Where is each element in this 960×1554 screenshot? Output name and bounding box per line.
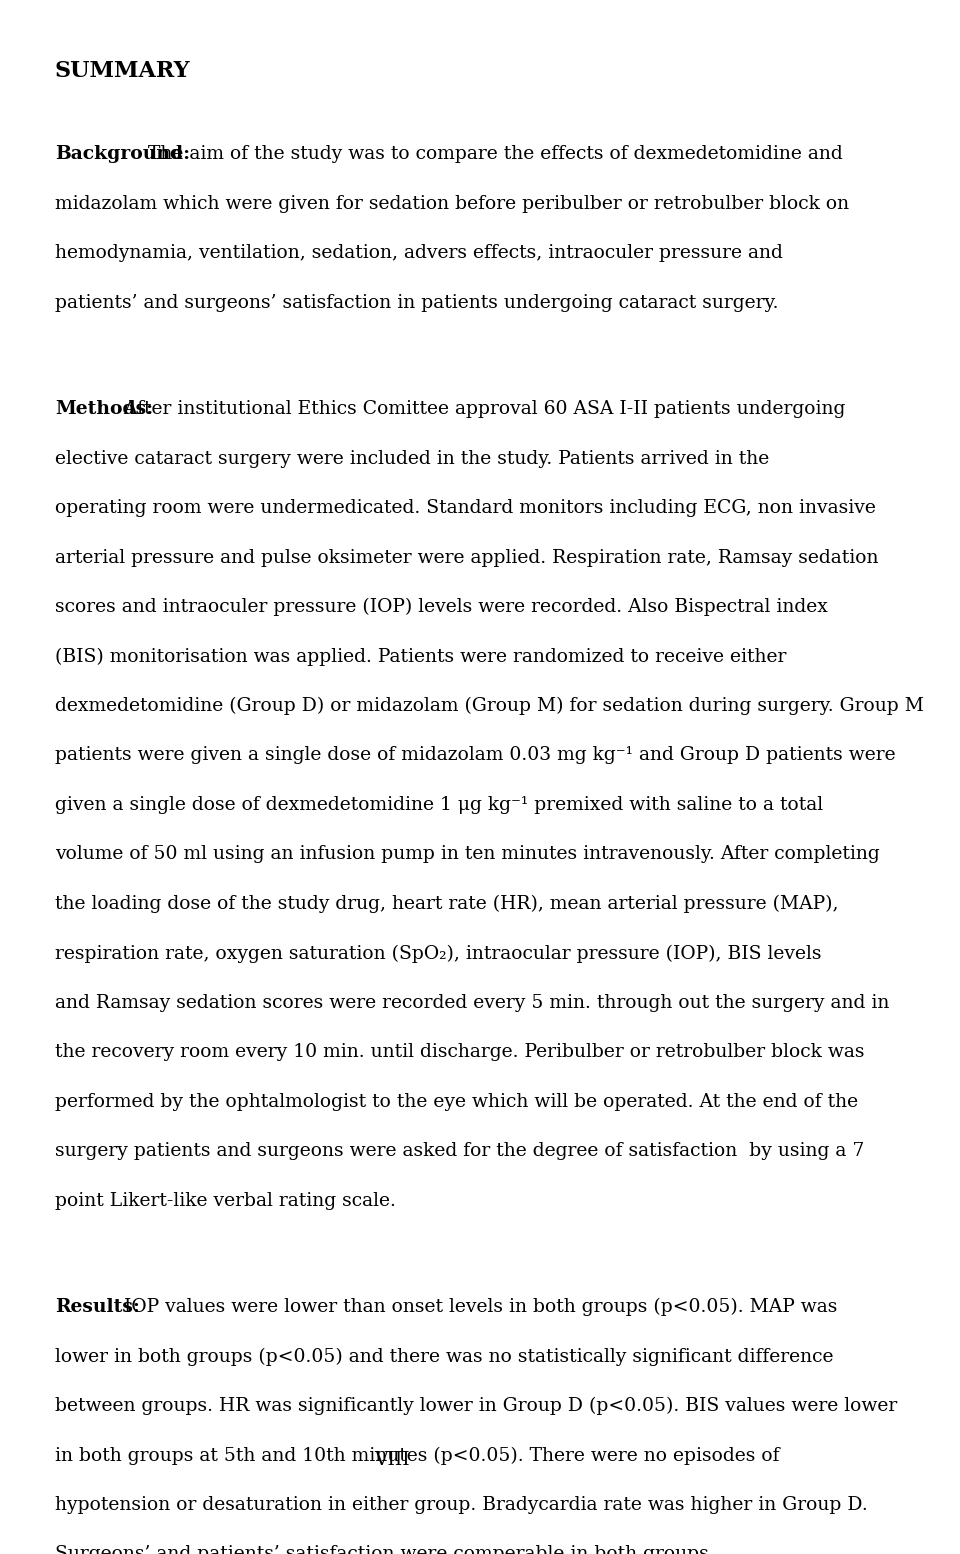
Text: hypotension or desaturation in either group. Bradycardia rate was higher in Grou: hypotension or desaturation in either gr… [55, 1497, 868, 1514]
Text: Background:: Background: [55, 146, 190, 163]
Text: the recovery room every 10 min. until discharge. Peribulber or retrobulber block: the recovery room every 10 min. until di… [55, 1043, 864, 1061]
Text: (BIS) monitorisation was applied. Patients were randomized to receive either: (BIS) monitorisation was applied. Patien… [55, 648, 786, 665]
Text: scores and intraoculer pressure (IOP) levels were recorded. Also Bispectral inde: scores and intraoculer pressure (IOP) le… [55, 598, 828, 617]
Text: Surgeons’ and patients’ satisfaction were comperable in both groups.: Surgeons’ and patients’ satisfaction wer… [55, 1545, 714, 1554]
Text: and Ramsay sedation scores were recorded every 5 min. through out the surgery an: and Ramsay sedation scores were recorded… [55, 993, 889, 1012]
Text: Methods:: Methods: [55, 401, 153, 418]
Text: point Likert-like verbal rating scale.: point Likert-like verbal rating scale. [55, 1192, 396, 1209]
Text: surgery patients and surgeons were asked for the degree of satisfaction  by usin: surgery patients and surgeons were asked… [55, 1142, 864, 1161]
Text: SUMMARY: SUMMARY [55, 61, 190, 82]
Text: VIII: VIII [373, 1451, 409, 1469]
Text: in both groups at 5th and 10th minutes (p<0.05). There were no episodes of: in both groups at 5th and 10th minutes (… [55, 1447, 780, 1465]
Text: patients were given a single dose of midazolam 0.03 mg kg⁻¹ and Group D patients: patients were given a single dose of mid… [55, 746, 896, 765]
Text: dexmedetomidine (Group D) or midazolam (Group M) for sedation during surgery. Gr: dexmedetomidine (Group D) or midazolam (… [55, 698, 924, 715]
Text: The aim of the study was to compare the effects of dexmedetomidine and: The aim of the study was to compare the … [142, 146, 843, 163]
Text: respiration rate, oxygen saturation (SpO₂), intraocular pressure (IOP), BIS leve: respiration rate, oxygen saturation (SpO… [55, 945, 822, 962]
Text: elective cataract surgery were included in the study. Patients arrived in the: elective cataract surgery were included … [55, 449, 769, 468]
Text: arterial pressure and pulse oksimeter were applied. Respiration rate, Ramsay sed: arterial pressure and pulse oksimeter we… [55, 549, 878, 567]
Text: volume of 50 ml using an infusion pump in ten minutes intravenously. After compl: volume of 50 ml using an infusion pump i… [55, 845, 879, 864]
Text: lower in both groups (p<0.05) and there was no statistically significant differe: lower in both groups (p<0.05) and there … [55, 1347, 833, 1366]
Text: operating room were undermedicated. Standard monitors including ECG, non invasiv: operating room were undermedicated. Stan… [55, 499, 876, 517]
Text: between groups. HR was significantly lower in Group D (p<0.05). BIS values were : between groups. HR was significantly low… [55, 1397, 897, 1416]
Text: performed by the ophtalmologist to the eye which will be operated. At the end of: performed by the ophtalmologist to the e… [55, 1092, 858, 1111]
Text: Results:: Results: [55, 1298, 140, 1316]
Text: patients’ and surgeons’ satisfaction in patients undergoing cataract surgery.: patients’ and surgeons’ satisfaction in … [55, 294, 779, 312]
Text: given a single dose of dexmedetomidine 1 μg kg⁻¹ premixed with saline to a total: given a single dose of dexmedetomidine 1… [55, 796, 823, 814]
Text: midazolam which were given for sedation before peribulber or retrobulber block o: midazolam which were given for sedation … [55, 194, 849, 213]
Text: hemodynamia, ventilation, sedation, advers effects, intraoculer pressure and: hemodynamia, ventilation, sedation, adve… [55, 244, 782, 263]
Text: After institutional Ethics Comittee approval 60 ASA I-II patients undergoing: After institutional Ethics Comittee appr… [118, 401, 846, 418]
Text: the loading dose of the study drug, heart rate (HR), mean arterial pressure (MAP: the loading dose of the study drug, hear… [55, 895, 838, 914]
Text: IOP values were lower than onset levels in both groups (p<0.05). MAP was: IOP values were lower than onset levels … [118, 1298, 837, 1316]
